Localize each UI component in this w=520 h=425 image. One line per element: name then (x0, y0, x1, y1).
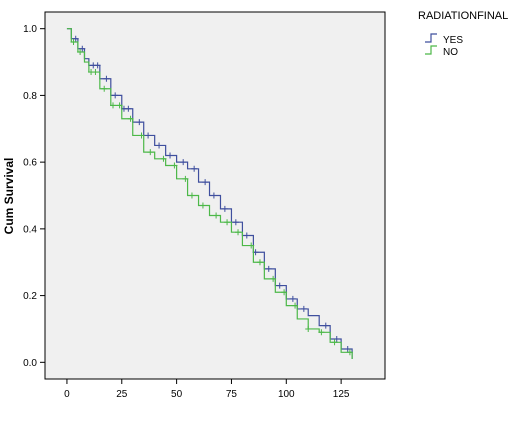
x-tick-label: 25 (116, 389, 128, 400)
y-tick-label: 0.0 (23, 358, 37, 369)
censor-mark (224, 219, 231, 226)
censor-mark (147, 149, 154, 156)
x-tick-label: 75 (226, 389, 238, 400)
y-tick-label: 1.0 (23, 24, 37, 35)
censor-mark (199, 202, 206, 209)
censor-mark (276, 282, 283, 289)
censor-mark (145, 132, 152, 139)
censor-mark (160, 155, 167, 162)
censor-mark (243, 232, 250, 239)
legend-label-no: NO (443, 47, 458, 58)
x-tick-label: 100 (278, 389, 295, 400)
censor-mark (333, 335, 340, 342)
censor-mark (322, 322, 329, 329)
censor-mark (331, 339, 338, 346)
censor-mark (70, 39, 77, 46)
censor-mark (171, 162, 178, 169)
legend-label-yes: YES (443, 35, 463, 46)
censor-mark (235, 229, 242, 236)
censor-mark (101, 85, 108, 92)
y-tick-label: 0.8 (23, 91, 37, 102)
censor-mark (167, 152, 174, 159)
censor-mark (292, 302, 299, 309)
censor-mark (210, 192, 217, 199)
censor-mark (232, 219, 239, 226)
y-axis-title: Cum Survival (2, 158, 16, 235)
censor-mark (270, 275, 277, 282)
censor-mark (77, 49, 84, 56)
y-axis: 0.0 0.2 0.4 0.6 0.8 1.0 (23, 24, 45, 369)
legend-swatch-yes (425, 33, 437, 43)
censor-mark (318, 329, 325, 336)
censor-mark (79, 45, 86, 52)
censor-mark (125, 105, 132, 112)
censor-mark (182, 175, 189, 182)
x-tick-label: 0 (64, 389, 70, 400)
x-tick-label: 50 (171, 389, 183, 400)
censor-mark (281, 289, 288, 296)
censor-mark (188, 192, 195, 199)
censor-mark (256, 259, 263, 266)
censor-mark (180, 159, 187, 166)
x-tick-label: 125 (333, 389, 350, 400)
censor-mark (110, 102, 116, 109)
censor-mark (221, 205, 228, 212)
series-line-no (66, 28, 353, 359)
censor-mark (300, 305, 307, 312)
censor-mark (103, 75, 110, 82)
censor-mark (248, 242, 255, 249)
censor-mark (138, 132, 145, 139)
censor-mark (136, 119, 143, 126)
series-layer (66, 28, 353, 359)
legend-swatch-no (425, 45, 437, 55)
censor-mark (265, 265, 272, 272)
censor-mark (202, 179, 209, 186)
censor-mark (289, 295, 296, 302)
censor-mark (127, 115, 134, 122)
censor-mark (112, 92, 119, 99)
y-tick-label: 0.2 (23, 291, 37, 302)
censor-mark (94, 62, 101, 69)
censor-mark (344, 345, 351, 352)
censor-mark (72, 35, 79, 42)
y-tick-label: 0.4 (23, 224, 37, 235)
legend-title: RADIATIONFINAL (418, 10, 508, 22)
censor-mark (346, 349, 353, 356)
censor-mark (191, 165, 198, 172)
x-axis: 0 25 50 75 100 125 (64, 379, 350, 400)
censor-mark (116, 102, 123, 109)
censor-mark (92, 69, 99, 76)
censor-mark (156, 142, 163, 149)
censor-mark (213, 212, 220, 219)
censor-mark (305, 325, 312, 332)
y-tick-label: 0.6 (23, 158, 37, 169)
